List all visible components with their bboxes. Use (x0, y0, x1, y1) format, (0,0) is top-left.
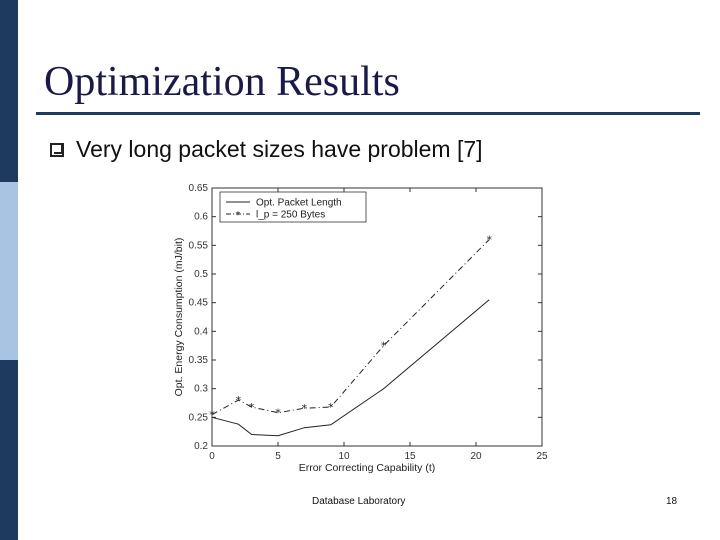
bullet-item: Very long packet sizes have problem [7] (50, 136, 483, 163)
series-point-star: * (328, 401, 334, 414)
left-bar-segment-middle (0, 182, 18, 360)
plot-frame (211, 187, 543, 447)
y-tick-label: 0.45 (189, 298, 209, 309)
checkbox-bullet-icon (50, 142, 64, 157)
y-tick-label: 0.6 (194, 212, 208, 223)
series-line-opt-packet-length (211, 299, 490, 437)
x-tick-label: 15 (404, 451, 416, 462)
y-tick-label: 0.25 (189, 412, 209, 423)
y-tick-label: 0.65 (189, 183, 209, 194)
series-point-star: * (381, 340, 387, 353)
legend-label: Opt. Packet Length (256, 198, 342, 209)
y-tick-label: 0.5 (194, 269, 208, 280)
x-tick-label: 5 (275, 451, 281, 462)
legend-label: l_p = 250 Bytes (256, 210, 325, 221)
series-point-star: * (486, 234, 492, 247)
legend-star: * (236, 210, 241, 221)
series-point-star: * (249, 401, 255, 414)
x-tick-label: 25 (536, 451, 548, 462)
slide-title: Optimization Results (44, 59, 400, 105)
title-underline (36, 112, 700, 115)
y-tick-label: 0.35 (189, 355, 209, 366)
legend-box (219, 191, 367, 223)
left-bar-segment-top (0, 0, 18, 182)
series-point-star: * (275, 407, 281, 420)
left-accent-bar (0, 0, 18, 540)
x-tick-label: 20 (470, 451, 482, 462)
x-axis-label: Error Correcting Capability (t) (299, 462, 436, 474)
series-point-star: * (209, 408, 215, 421)
y-tick-label: 0.4 (194, 326, 208, 337)
bullet-text: Very long packet sizes have problem [7] (76, 136, 483, 162)
energy-chart: 0 5 10 15 20 25 0.2 0.25 0.3 0.35 0.4 0.45 0.5 0.55 0.… (173, 183, 548, 474)
footer-lab-name: Database Laboratory (312, 496, 406, 507)
y-tick-label: 0.3 (194, 384, 208, 395)
x-tick-label: 10 (338, 451, 350, 462)
left-bar-segment-bottom (0, 360, 18, 540)
series-point-star: * (302, 402, 308, 415)
series-line-250-bytes (211, 239, 490, 415)
y-axis-label: Opt. Energy Consumption (mJ/bit) (173, 238, 185, 397)
x-tick-label: 0 (209, 451, 215, 462)
series-point-star: * (236, 394, 242, 407)
y-tick-label: 0.55 (189, 240, 209, 251)
page-number: 18 (666, 496, 678, 507)
y-tick-label: 0.2 (194, 441, 208, 452)
